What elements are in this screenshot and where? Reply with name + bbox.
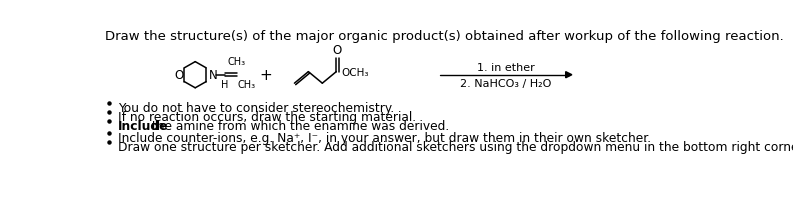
Text: O: O xyxy=(332,44,342,57)
Text: If no reaction occurs, draw the starting material.: If no reaction occurs, draw the starting… xyxy=(117,111,416,124)
Text: 1. in ether: 1. in ether xyxy=(477,62,534,72)
Text: O: O xyxy=(174,69,183,82)
Text: Draw one structure per sketcher. Add additional sketchers using the dropdown men: Draw one structure per sketcher. Add add… xyxy=(117,140,793,153)
Text: H: H xyxy=(221,80,228,90)
Text: 2. NaHCO₃ / H₂O: 2. NaHCO₃ / H₂O xyxy=(460,78,552,88)
Polygon shape xyxy=(565,72,572,78)
Text: CH₃: CH₃ xyxy=(227,57,245,67)
Text: N: N xyxy=(209,69,218,82)
Text: the amine from which the enamine was derived.: the amine from which the enamine was der… xyxy=(148,120,450,133)
Text: CH₃: CH₃ xyxy=(237,79,255,89)
Text: +: + xyxy=(259,68,272,83)
Text: OCH₃: OCH₃ xyxy=(342,68,370,78)
Text: Include counter-ions, e.g. Na⁺, I⁻, in your answer, but draw them in their own s: Include counter-ions, e.g. Na⁺, I⁻, in y… xyxy=(117,131,651,144)
Text: Draw the structure(s) of the major organic product(s) obtained after workup of t: Draw the structure(s) of the major organ… xyxy=(105,29,784,42)
Text: You do not have to consider stereochemistry.: You do not have to consider stereochemis… xyxy=(117,101,394,114)
Text: Include: Include xyxy=(117,120,168,133)
